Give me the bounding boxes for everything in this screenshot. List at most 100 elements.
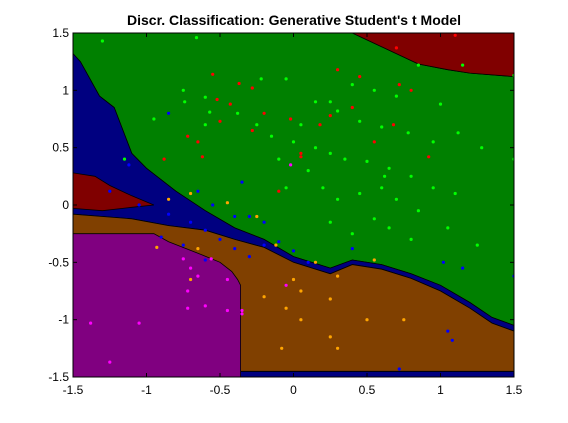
data-point: [237, 81, 241, 86]
y-tick-label: 1: [62, 83, 69, 97]
data-point: [438, 102, 443, 106]
data-point: [247, 255, 251, 259]
data-point: [203, 258, 207, 262]
data-point: [383, 174, 387, 178]
data-point: [336, 274, 340, 278]
chart-title: Discr. Classification: Generative Studen…: [127, 12, 461, 28]
data-point: [240, 180, 244, 184]
x-tick-label: -1.5: [63, 383, 84, 397]
x-tick-label: 1.5: [506, 383, 523, 397]
data-point: [137, 203, 141, 207]
data-point: [409, 237, 413, 241]
data-point: [233, 247, 237, 251]
data-point: [336, 197, 340, 201]
data-point: [262, 111, 266, 115]
data-point: [299, 151, 303, 155]
data-point: [137, 321, 141, 325]
data-point: [196, 247, 200, 251]
data-point: [284, 306, 288, 310]
data-point: [336, 346, 340, 350]
data-point: [247, 214, 251, 219]
data-point: [394, 46, 398, 50]
data-point: [289, 163, 293, 167]
data-point: [218, 119, 222, 123]
data-point: [208, 110, 212, 114]
data-point: [100, 39, 104, 43]
data-point: [416, 209, 420, 213]
data-point: [372, 140, 376, 144]
data-point: [350, 83, 354, 87]
data-point: [167, 197, 171, 201]
data-point: [196, 189, 200, 193]
data-point: [291, 249, 296, 253]
data-point: [313, 100, 318, 104]
data-point: [328, 220, 332, 224]
data-point: [228, 102, 232, 106]
data-point: [108, 189, 112, 193]
data-point: [372, 217, 376, 221]
data-point: [250, 86, 254, 90]
data-point: [284, 186, 288, 190]
data-point: [255, 214, 259, 219]
data-point: [461, 266, 465, 270]
data-point: [203, 95, 207, 99]
x-tick-label: 0: [290, 383, 297, 397]
data-point: [155, 245, 159, 249]
data-point: [262, 243, 266, 247]
data-point: [391, 123, 396, 127]
y-tick-label: -1.5: [48, 370, 69, 384]
data-point: [372, 88, 376, 92]
data-point: [299, 123, 303, 127]
data-point: [461, 63, 465, 67]
data-point: [274, 243, 278, 247]
data-point: [167, 111, 171, 115]
data-point: [318, 123, 322, 127]
data-point: [336, 68, 340, 72]
data-point: [194, 36, 199, 40]
data-point: [328, 335, 332, 339]
data-point: [277, 157, 281, 161]
data-point: [336, 109, 340, 113]
data-point: [328, 100, 332, 104]
data-point: [284, 283, 288, 287]
data-point: [127, 163, 131, 167]
data-point: [186, 289, 190, 293]
data-point: [306, 169, 310, 173]
data-point: [350, 247, 354, 251]
data-point: [250, 128, 254, 133]
data-point: [380, 125, 384, 129]
data-point: [189, 277, 193, 282]
data-point: [200, 155, 204, 159]
data-point: [409, 174, 413, 178]
x-tick-label: -0.5: [210, 383, 231, 397]
data-point: [409, 88, 413, 92]
data-point: [189, 220, 193, 224]
data-point: [284, 77, 288, 81]
data-point: [394, 94, 398, 98]
data-point: [387, 226, 391, 230]
decision-regions: [73, 33, 514, 377]
data-point: [441, 260, 445, 264]
data-point: [89, 321, 93, 325]
data-point: [108, 360, 112, 364]
data-point: [397, 367, 401, 371]
data-point: [211, 203, 215, 207]
data-point: [262, 295, 266, 299]
data-point: [450, 338, 454, 342]
data-point: [218, 237, 222, 241]
plot-axes: -1.5 -1 -0.5 0 0.5 1 1.5 -1.5 -1 -0.5 0 0.5 1 1.5: [48, 26, 522, 397]
data-point: [299, 155, 303, 159]
data-point: [406, 131, 410, 135]
data-point: [289, 117, 293, 121]
data-point: [240, 312, 244, 316]
data-point: [475, 243, 479, 247]
data-point: [402, 318, 406, 322]
y-tick-label: 0.5: [52, 141, 69, 155]
y-tick-label: -0.5: [48, 255, 69, 269]
data-point: [313, 146, 318, 150]
data-point: [306, 260, 310, 264]
data-point: [233, 214, 237, 219]
data-point: [159, 235, 163, 239]
data-point: [365, 159, 369, 163]
